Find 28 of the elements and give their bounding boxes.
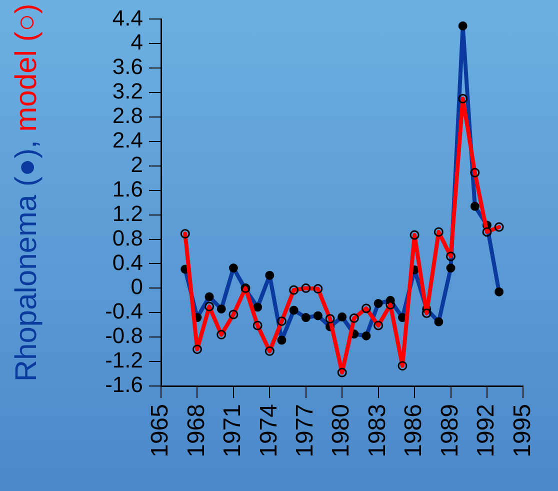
x-tick-label: 1974 [255, 404, 282, 458]
y-axis-title: Rhopalonema (●), model (○) [10, 4, 43, 382]
x-tick-label: 1995 [508, 404, 536, 458]
x-tick-label: 1992 [472, 404, 500, 458]
x-tick-label: 1986 [400, 404, 428, 458]
y-tick-label: 2.8 [112, 103, 143, 128]
x-tick-label: 1971 [219, 404, 246, 458]
x-tick-label: 1989 [436, 404, 464, 458]
y-tick-label: 4.4 [112, 5, 143, 30]
x-tick-label: 1980 [328, 404, 355, 458]
x-tick-label: 1968 [182, 404, 210, 458]
y-tick-label: 1.2 [112, 200, 143, 226]
x-tick-label: 1965 [146, 404, 174, 458]
y-tick-label: 2 [130, 152, 143, 177]
y-tick-label: 2.4 [112, 128, 143, 153]
y-tick-label: 0 [130, 274, 143, 300]
y-tick-label: 1.6 [112, 176, 143, 202]
y-tick-label: -0.4 [105, 298, 143, 324]
x-tick-label: 1977 [292, 404, 319, 458]
y-tick-label: 3.2 [112, 78, 143, 104]
y-tick-label: -0.8 [105, 323, 143, 348]
y-tick-label: 0.4 [112, 250, 143, 275]
y-tick-label: 3.6 [112, 54, 143, 80]
y-tick-label: -1.6 [105, 372, 143, 398]
y-tick-label: 4 [130, 30, 143, 55]
x-tick-label: 1983 [364, 404, 391, 458]
y-tick-label: -1.2 [105, 348, 143, 373]
y-tick-label: 0.8 [112, 225, 143, 250]
